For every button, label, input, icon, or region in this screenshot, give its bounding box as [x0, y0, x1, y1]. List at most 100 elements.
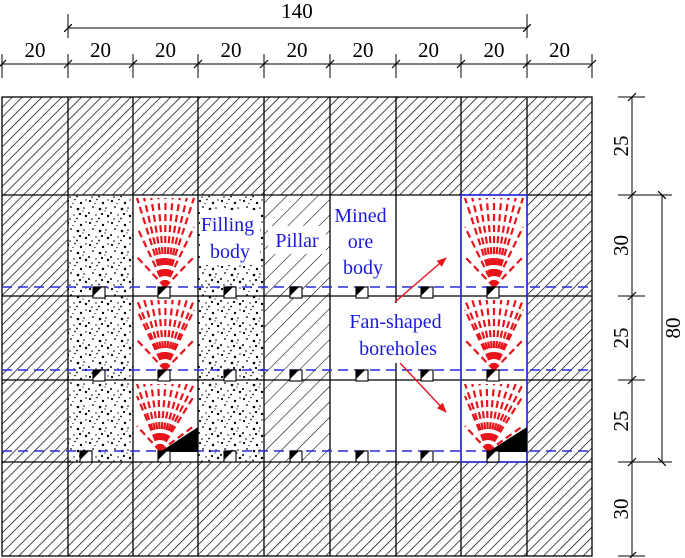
- borehole-line: [464, 425, 489, 452]
- row-tick: [627, 190, 637, 200]
- column-tick: [193, 59, 203, 69]
- borehole-line: [492, 299, 503, 371]
- country-rock: [2, 97, 592, 556]
- borehole-line: [164, 256, 195, 288]
- borehole-line: [135, 197, 167, 288]
- drift-marker: [289, 369, 303, 382]
- borehole-line: [492, 197, 510, 288]
- fan-col3-row3: [135, 383, 195, 452]
- borehole-line: [163, 197, 188, 288]
- fan-col8-row1: [463, 197, 525, 288]
- borehole-line: [486, 383, 496, 452]
- fan-col8-row3: [463, 383, 524, 452]
- column-dimensions: 20 20 20 20 20 20 20 20 20: [0, 38, 597, 78]
- boreholes-label-bg: [336, 303, 460, 363]
- drift-marker: [157, 286, 171, 299]
- borehole-line: [464, 256, 495, 288]
- drift-marker: [223, 286, 237, 299]
- drift-marker: [79, 450, 93, 463]
- column-tick: [0, 59, 7, 67]
- column-width-label: 20: [418, 38, 439, 62]
- borehole-line: [163, 197, 167, 288]
- fan-col3-row2: [135, 299, 196, 371]
- top-dimensions: [2, 14, 592, 65]
- borehole-line: [493, 256, 524, 288]
- column-width-label: 20: [155, 38, 176, 62]
- filling-bodies: [68, 195, 264, 462]
- drift-marker: [289, 450, 303, 463]
- borehole-line: [486, 383, 510, 452]
- borehole-line: [159, 425, 195, 452]
- borehole-line: [493, 309, 524, 371]
- borehole-line: [478, 299, 496, 371]
- column-tick: [63, 59, 73, 69]
- column-width-label: 20: [549, 38, 570, 62]
- borehole-line: [164, 309, 195, 371]
- filling-body-label: Filling body: [201, 214, 259, 263]
- arrow-mined-ore: [394, 257, 447, 303]
- borehole-line: [164, 339, 195, 371]
- column-tick: [128, 59, 138, 69]
- drift-marker: [223, 450, 237, 463]
- callout-arrows: [394, 257, 447, 413]
- wedge-col8: [488, 427, 527, 452]
- drift-marker: [486, 369, 500, 382]
- rock-bottom-band: [2, 462, 592, 556]
- pillar-label: Pillar: [275, 230, 319, 252]
- pillar-label-bg: [268, 226, 326, 254]
- pillar-row3: [264, 380, 330, 462]
- borehole-line: [163, 197, 181, 288]
- borehole-line: [163, 299, 167, 371]
- column-tick: [259, 59, 269, 69]
- column-width-label: 20: [221, 38, 242, 62]
- drift-marker: [420, 369, 434, 382]
- borehole-line: [485, 197, 496, 288]
- drift-marker: [289, 286, 303, 299]
- borehole-line: [143, 197, 167, 288]
- blasted-wedges: [160, 427, 527, 452]
- borehole-line: [163, 197, 196, 288]
- borehole-line: [492, 197, 503, 288]
- borehole-line: [163, 299, 181, 371]
- drift-marker: [223, 369, 237, 382]
- column-tick: [325, 59, 335, 69]
- total-width-label: 140: [281, 0, 313, 23]
- borehole-line: [478, 197, 496, 288]
- borehole-line: [164, 226, 195, 288]
- column-tick: [391, 59, 401, 69]
- fan-col8-row2: [463, 299, 525, 371]
- filling-body-col4-row3: [198, 380, 264, 462]
- borehole-line: [485, 383, 490, 452]
- borehole-line: [492, 197, 517, 288]
- borehole-line: [163, 299, 174, 371]
- borehole-line: [493, 226, 524, 288]
- borehole-line: [157, 197, 167, 288]
- borehole-line: [478, 383, 490, 452]
- borehole-line: [150, 197, 167, 288]
- row-tick: [629, 551, 637, 558]
- column-width-label: 20: [90, 38, 111, 62]
- drift-marker: [92, 286, 106, 299]
- borehole-line: [143, 299, 167, 371]
- fan-shaped-boreholes: [135, 197, 525, 452]
- borehole-line: [485, 299, 496, 371]
- row-height-label: 30: [609, 235, 633, 256]
- drift-marker: [420, 286, 434, 299]
- borehole-line: [471, 197, 496, 288]
- fan-shaped-boreholes-label: Fan-shaped boreholes: [349, 311, 446, 360]
- borehole-line: [157, 383, 162, 452]
- borehole-line: [158, 383, 167, 452]
- borehole-line: [136, 256, 166, 288]
- right-dimensions: [631, 97, 672, 556]
- row-height-label: 30: [609, 499, 633, 520]
- arrow-boreholes: [399, 362, 447, 413]
- borehole-line: [163, 197, 174, 288]
- fan-col3-row1: [135, 197, 196, 288]
- pillar-row2: [264, 296, 330, 380]
- column-width-label: 20: [25, 38, 46, 62]
- borehole-line: [135, 395, 162, 452]
- borehole-line: [464, 226, 495, 288]
- borehole-line: [463, 197, 496, 288]
- column-width-label: 20: [353, 38, 374, 62]
- drift-marker: [355, 286, 369, 299]
